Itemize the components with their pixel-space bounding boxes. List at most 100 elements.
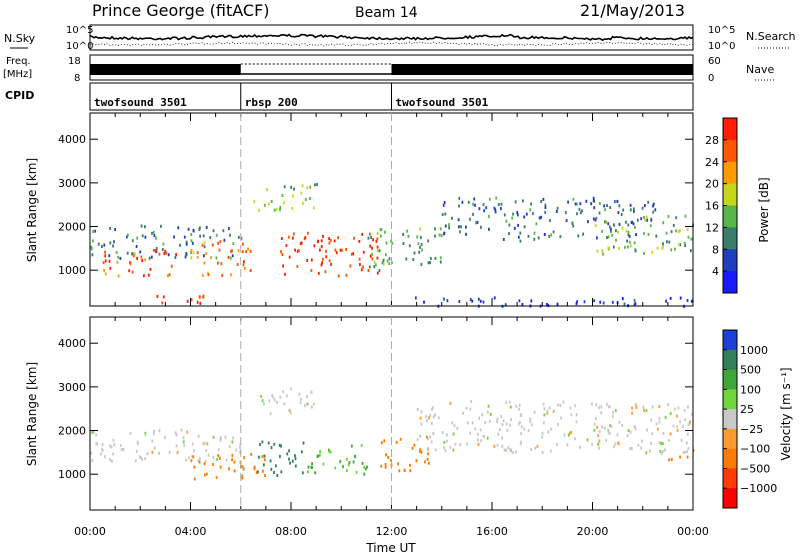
data-cell bbox=[273, 208, 276, 212]
data-cell bbox=[302, 441, 305, 445]
data-cell bbox=[488, 197, 491, 201]
data-cell bbox=[350, 252, 353, 256]
data-cell bbox=[299, 242, 302, 246]
velocity-scatter bbox=[90, 387, 695, 481]
data-cell bbox=[141, 457, 143, 461]
freq-block-2 bbox=[391, 64, 693, 75]
data-cell bbox=[482, 203, 485, 207]
data-cell bbox=[493, 206, 496, 210]
data-cell bbox=[319, 450, 321, 453]
data-cell bbox=[209, 236, 212, 240]
data-cell bbox=[193, 477, 196, 481]
data-cell bbox=[649, 449, 651, 453]
data-cell bbox=[505, 400, 508, 404]
data-cell bbox=[306, 402, 309, 406]
data-cell bbox=[411, 446, 414, 450]
date-title: 21/May/2013 bbox=[580, 1, 685, 20]
data-cell bbox=[500, 207, 502, 211]
data-cell bbox=[453, 424, 456, 428]
data-cell bbox=[287, 235, 290, 239]
data-cell bbox=[416, 437, 419, 441]
data-cell bbox=[191, 442, 194, 446]
data-cell bbox=[369, 254, 372, 258]
data-cell bbox=[533, 410, 536, 414]
data-cell bbox=[634, 427, 637, 431]
data-cell bbox=[329, 450, 332, 454]
data-cell bbox=[427, 239, 430, 243]
data-cell bbox=[268, 202, 270, 206]
data-cell bbox=[273, 471, 275, 474]
data-cell bbox=[461, 200, 464, 204]
data-cell bbox=[509, 447, 512, 451]
data-cell bbox=[113, 240, 115, 244]
data-cell bbox=[682, 424, 684, 428]
x-tick-label-6: 00:00 bbox=[677, 525, 709, 538]
data-cell bbox=[610, 424, 613, 428]
data-cell bbox=[205, 252, 208, 256]
data-cell bbox=[190, 256, 193, 260]
velocity-colorbar-swatch-7 bbox=[723, 468, 737, 489]
power-colorbar-tick-label-1: 8 bbox=[712, 243, 719, 256]
data-cell bbox=[595, 416, 597, 420]
data-cell bbox=[167, 274, 169, 278]
data-cell bbox=[633, 303, 636, 307]
data-cell bbox=[253, 467, 256, 471]
data-cell bbox=[205, 449, 208, 453]
data-cell bbox=[606, 204, 608, 207]
data-cell bbox=[615, 238, 617, 242]
data-cell bbox=[263, 203, 266, 207]
data-cell bbox=[339, 248, 342, 252]
data-cell bbox=[668, 439, 670, 442]
data-cell bbox=[185, 242, 188, 246]
data-cell bbox=[593, 299, 596, 303]
data-cell bbox=[292, 236, 294, 240]
data-cell bbox=[362, 250, 365, 254]
data-cell bbox=[140, 255, 143, 259]
data-cell bbox=[313, 244, 316, 248]
data-cell bbox=[196, 255, 199, 259]
data-cell bbox=[517, 235, 520, 239]
data-cell bbox=[650, 442, 653, 445]
data-cell bbox=[405, 257, 408, 261]
data-cell bbox=[190, 239, 193, 243]
freq-left-tick-bottom: 8 bbox=[74, 73, 80, 84]
data-cell bbox=[109, 227, 111, 230]
data-cell bbox=[657, 427, 659, 431]
power-colorbar-swatch-5 bbox=[723, 227, 737, 250]
data-cell bbox=[419, 236, 422, 240]
data-cell bbox=[431, 406, 434, 410]
data-cell bbox=[613, 445, 615, 449]
data-cell bbox=[585, 199, 588, 203]
data-cell bbox=[625, 229, 628, 233]
data-cell bbox=[353, 236, 355, 240]
data-cell bbox=[629, 208, 632, 212]
data-cell bbox=[95, 433, 98, 437]
data-cell bbox=[395, 440, 398, 444]
data-cell bbox=[634, 249, 637, 253]
data-cell bbox=[378, 249, 381, 253]
data-cell bbox=[180, 428, 183, 432]
data-cell bbox=[444, 212, 447, 216]
data-cell bbox=[519, 239, 522, 243]
data-cell bbox=[120, 448, 123, 451]
data-cell bbox=[477, 443, 480, 446]
data-cell bbox=[499, 428, 501, 432]
data-cell bbox=[479, 299, 482, 303]
velocity-y-label: Slant Range [km] bbox=[25, 362, 39, 466]
data-cell bbox=[488, 214, 490, 218]
station-title: Prince George (fitACF) bbox=[92, 1, 270, 20]
data-cell bbox=[541, 435, 544, 439]
data-cell bbox=[564, 211, 567, 215]
data-cell bbox=[232, 436, 234, 440]
data-cell bbox=[503, 213, 506, 217]
data-cell bbox=[229, 256, 232, 260]
data-cell bbox=[676, 414, 678, 418]
data-cell bbox=[683, 408, 686, 412]
data-cell bbox=[633, 209, 635, 213]
data-cell bbox=[486, 436, 489, 440]
data-cell bbox=[382, 258, 385, 262]
data-cell bbox=[471, 299, 474, 303]
data-cell bbox=[622, 208, 625, 212]
data-cell bbox=[320, 245, 323, 248]
data-cell bbox=[607, 430, 610, 434]
